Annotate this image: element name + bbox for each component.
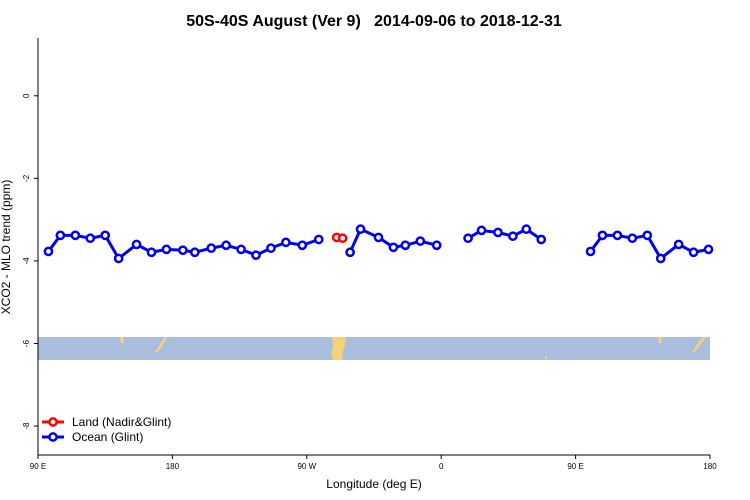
point	[221, 240, 232, 251]
point	[373, 232, 384, 243]
point	[161, 244, 172, 255]
point	[345, 247, 355, 258]
chart-title: 50S-40S August (Ver 9) 2014-09-06 to 201…	[186, 13, 562, 30]
point	[251, 250, 261, 261]
point	[297, 240, 308, 251]
point	[70, 230, 81, 241]
point	[431, 240, 442, 251]
point	[236, 244, 246, 255]
y-tick-label: -4	[22, 257, 31, 265]
point	[43, 246, 54, 257]
legend-label: Land (Nadir&Glint)	[72, 415, 171, 429]
legend-label: Ocean (Glint)	[72, 430, 143, 444]
x-tick-label: 90 E	[567, 462, 583, 471]
point	[400, 240, 411, 251]
x-tick-label: 180	[166, 462, 180, 471]
point	[536, 234, 547, 245]
point	[388, 242, 399, 253]
point	[131, 239, 142, 250]
point	[655, 253, 666, 264]
legend-marker	[48, 432, 58, 442]
point	[642, 230, 653, 241]
x-tick-label: 90 E	[30, 462, 46, 471]
x-axis-label: Longitude (deg E)	[326, 477, 421, 491]
point	[313, 234, 324, 245]
point	[178, 245, 188, 256]
point	[597, 230, 608, 241]
point	[673, 239, 684, 250]
point	[688, 247, 699, 258]
ocean-strip	[38, 337, 710, 360]
point	[85, 233, 96, 244]
point	[206, 243, 217, 254]
y-tick-label: 0	[22, 93, 31, 98]
point	[337, 233, 348, 244]
point	[521, 224, 532, 235]
point	[113, 253, 124, 264]
point	[415, 236, 426, 246]
map-strip	[38, 337, 710, 360]
legend-marker	[48, 417, 58, 427]
point	[281, 237, 291, 248]
point	[55, 230, 66, 241]
x-tick-label: 180	[703, 462, 717, 471]
x-tick-label: 0	[439, 462, 444, 471]
y-tick-label: -2	[22, 174, 31, 182]
point	[146, 247, 157, 258]
x-tick-label: 90 W	[297, 462, 316, 471]
point	[100, 230, 111, 241]
y-tick-label: -6	[22, 339, 31, 347]
point	[703, 244, 714, 255]
point	[266, 243, 276, 254]
point	[612, 230, 623, 241]
y-axis-label: XCO2 - MLO trend (ppm)	[0, 180, 13, 315]
point	[463, 233, 473, 244]
point	[189, 247, 200, 258]
point	[508, 231, 518, 242]
point	[493, 227, 503, 238]
point	[355, 224, 366, 235]
point	[627, 233, 638, 244]
point	[476, 225, 487, 236]
y-tick-label: -8	[22, 422, 31, 430]
point	[585, 246, 596, 257]
